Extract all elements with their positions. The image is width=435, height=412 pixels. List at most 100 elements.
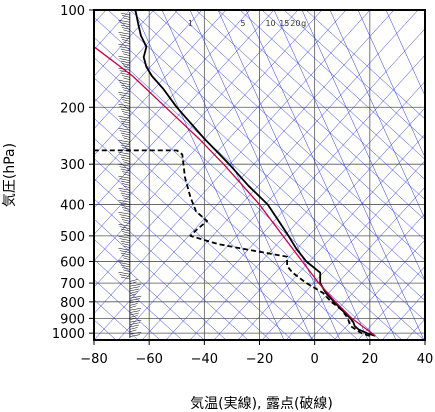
wind-barb xyxy=(121,219,130,222)
adiabat-line xyxy=(94,117,337,340)
wind-barb xyxy=(121,147,130,150)
wind-barb xyxy=(129,319,142,323)
mixing-ratio-label: 20 xyxy=(290,19,300,28)
adiabat-line xyxy=(195,10,425,221)
wind-barb xyxy=(118,115,130,119)
wind-barb xyxy=(118,199,130,203)
wind-barb xyxy=(120,72,130,76)
wind-barb xyxy=(120,36,130,40)
wind-barb xyxy=(118,235,130,239)
isotherm-line xyxy=(189,81,425,340)
wind-barb xyxy=(119,202,130,205)
moist-adiabat-line xyxy=(385,10,425,97)
moist-adiabat-line xyxy=(133,10,285,340)
moist-adiabat-line xyxy=(357,10,425,159)
isotherm-line xyxy=(165,54,425,340)
wind-barb xyxy=(120,132,130,136)
adiabat-line xyxy=(94,218,227,340)
wind-barb xyxy=(119,142,130,145)
adiabat-line xyxy=(129,10,425,281)
wind-barb xyxy=(120,48,130,52)
isotherm-line xyxy=(309,213,425,340)
wind-barb xyxy=(120,276,130,280)
wind-barb xyxy=(123,17,130,21)
wind-barb xyxy=(119,238,130,241)
adiabat-line xyxy=(94,178,271,340)
isotherm-line xyxy=(94,10,323,262)
wind-barb xyxy=(119,34,130,37)
wind-barb xyxy=(121,195,130,198)
wind-barb xyxy=(120,96,130,100)
x-tick-label: −20 xyxy=(246,352,273,367)
wind-barb xyxy=(119,214,130,217)
wind-barb xyxy=(123,101,130,105)
wind-barb xyxy=(123,197,130,201)
wind-barb xyxy=(123,77,130,81)
wind-barb xyxy=(123,257,130,261)
wind-barb xyxy=(129,281,137,285)
wind-barb xyxy=(120,264,130,268)
wind-barb xyxy=(121,63,130,66)
isotherm-line xyxy=(117,10,419,340)
adiabat-line xyxy=(94,37,425,340)
wind-barb xyxy=(129,331,142,335)
wind-barb xyxy=(119,58,130,61)
series-layer xyxy=(94,10,376,337)
wind-barb xyxy=(119,46,130,49)
wind-barb xyxy=(120,168,130,172)
wind-barb xyxy=(120,84,130,88)
isotherm-line xyxy=(261,160,425,340)
wind-barb xyxy=(129,324,139,328)
wind-barb xyxy=(129,305,137,309)
wind-barb xyxy=(119,274,130,277)
wind-barb xyxy=(121,231,130,234)
wind-barb xyxy=(123,173,130,177)
wind-barb xyxy=(129,288,139,292)
wind-barb xyxy=(118,79,130,83)
wind-barb xyxy=(120,252,130,256)
adiabat-line xyxy=(94,279,161,340)
wind-barb xyxy=(118,151,130,155)
wind-barb xyxy=(120,204,130,208)
wind-barb xyxy=(119,130,130,133)
isotherm-line xyxy=(94,10,155,77)
wind-barb xyxy=(118,211,130,215)
wind-barb xyxy=(119,106,130,109)
wind-barb xyxy=(118,139,130,143)
mixing-ratio-label: 15 xyxy=(279,19,289,28)
wind-barb xyxy=(121,39,130,42)
adiabat-line xyxy=(151,10,425,261)
wind-barb xyxy=(121,183,130,186)
wind-barb xyxy=(129,295,142,299)
wind-barb xyxy=(120,144,130,148)
wind-barb xyxy=(118,31,130,35)
isotherm-line xyxy=(94,10,371,314)
wind-barb xyxy=(120,60,130,64)
x-tick-label: −80 xyxy=(80,352,107,367)
wind-barbs xyxy=(118,12,142,338)
isotherm-line xyxy=(94,10,227,156)
wind-barb xyxy=(123,185,130,189)
wind-barb xyxy=(118,91,130,95)
moist-adiabat-line xyxy=(329,10,425,220)
isotherm-line xyxy=(94,10,347,288)
wind-barb xyxy=(121,171,130,174)
tick-layer: −80 −60 −40 −20 0 20 40 100 200 300 400 500 600 700 80… xyxy=(52,4,433,367)
wind-barb xyxy=(129,283,142,287)
wind-barb xyxy=(121,111,130,114)
isotherm-line xyxy=(405,318,425,340)
adiabat-line xyxy=(94,238,205,340)
isotherm-line xyxy=(94,10,203,130)
wind-barb xyxy=(121,27,130,30)
isotherm-line xyxy=(94,10,299,235)
wind-barb xyxy=(129,300,139,304)
wind-barb xyxy=(120,12,130,16)
adiabat-line xyxy=(283,10,425,140)
isotherm-line xyxy=(94,10,179,103)
wind-barb xyxy=(129,293,137,297)
wind-barb xyxy=(119,154,130,157)
wind-barb xyxy=(123,89,130,93)
wind-barb xyxy=(129,303,138,306)
wind-barb xyxy=(119,94,130,97)
